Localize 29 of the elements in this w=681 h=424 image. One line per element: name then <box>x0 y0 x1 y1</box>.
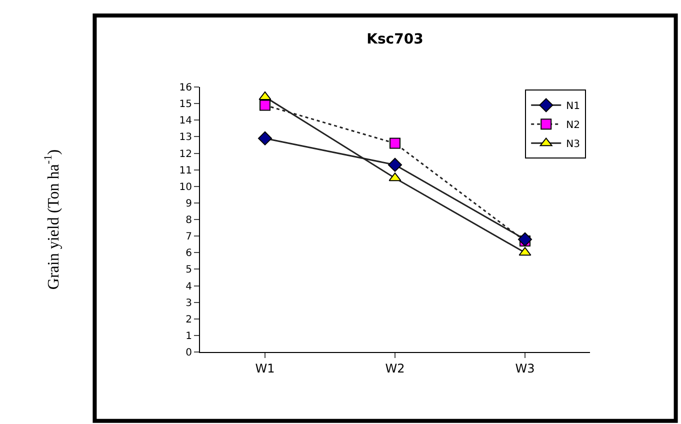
y-tick-label: 13 <box>179 132 192 144</box>
y-tick-label: 8 <box>186 215 192 226</box>
y-tick-label: 14 <box>179 116 192 127</box>
point <box>388 158 402 172</box>
legend-label: N3 <box>566 139 580 150</box>
legend-label: N2 <box>566 120 580 132</box>
point <box>260 100 270 111</box>
chart-title: Ksc703 <box>366 32 424 48</box>
y-tick-label: 2 <box>186 314 192 326</box>
legend-label: N1 <box>566 101 580 112</box>
point <box>258 131 272 146</box>
y-tick-label: 0 <box>186 348 192 358</box>
y-tick-label: 15 <box>179 99 192 110</box>
y-tick-label: 10 <box>179 182 192 193</box>
y-tick-label: 3 <box>186 298 192 309</box>
y-tick-label: 12 <box>179 148 192 160</box>
y-tick-label: 1 <box>186 330 192 342</box>
x-tick-label: W1 <box>255 361 275 376</box>
y-tick-label: 11 <box>179 165 192 176</box>
y-tick-label: 5 <box>186 264 192 276</box>
x-tick-label: W3 <box>515 361 535 376</box>
y-tick-label: 6 <box>186 248 192 260</box>
point <box>390 138 400 149</box>
point <box>518 232 532 246</box>
y-tick-label: 4 <box>186 281 192 292</box>
y-tick-label: 16 <box>179 82 192 94</box>
x-tick-label: W2 <box>385 361 405 376</box>
y-tick-label: 9 <box>186 198 192 210</box>
y-tick-label: 7 <box>186 232 192 243</box>
